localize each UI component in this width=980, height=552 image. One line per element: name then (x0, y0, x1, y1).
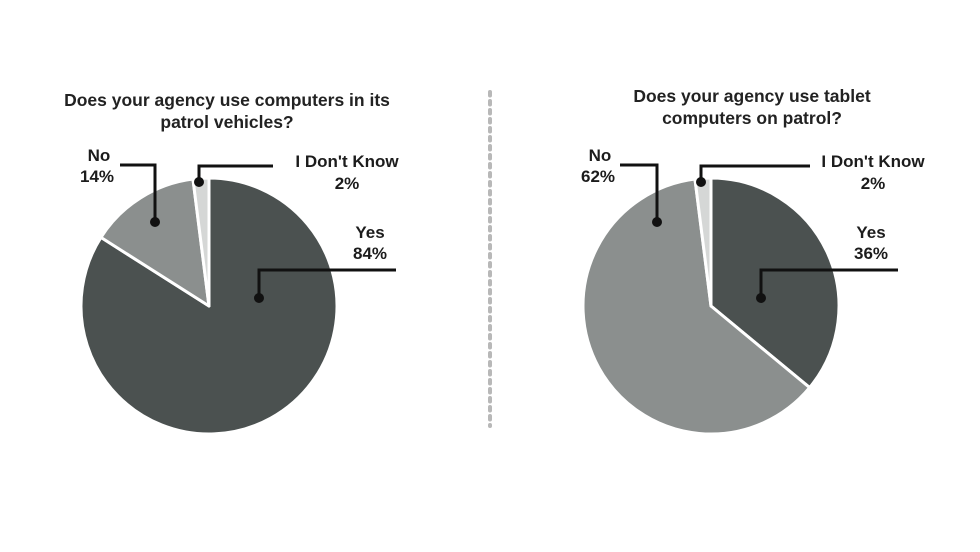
leader-line-no (120, 163, 157, 222)
leader-line-yes (257, 268, 396, 298)
leader-line-idk (197, 164, 273, 182)
value-idk: 2% (335, 174, 360, 193)
label-idk: I Don't Know (295, 152, 399, 171)
pie-slice-no (581, 177, 812, 436)
label-yes: Yes (355, 223, 384, 242)
leader-lines (120, 163, 396, 298)
chart-title-line-2: patrol vehicles? (160, 112, 293, 132)
pie-chart-tablets: Does your agency use tablet computers on… (581, 86, 925, 436)
chart-title-line-2: computers on patrol? (662, 108, 842, 128)
leader-dot-no (652, 217, 662, 227)
label-idk: I Don't Know (821, 152, 925, 171)
chart-title-line-1: Does your agency use tablet (633, 86, 870, 106)
label-no: No (88, 146, 111, 165)
value-yes: 84% (353, 244, 387, 263)
leader-dot-idk (194, 177, 204, 187)
chart-title-line-1: Does your agency use computers in its (64, 90, 390, 110)
pie-slice-no (99, 177, 211, 308)
leader-dot-yes (254, 293, 264, 303)
leader-dot-yes (756, 293, 766, 303)
value-idk: 2% (861, 174, 886, 193)
pie-chart-vehicles: Does your agency use computers in its pa… (64, 90, 399, 436)
value-yes: 36% (854, 244, 888, 263)
leader-dot-idk (696, 177, 706, 187)
leader-dot-no (150, 217, 160, 227)
label-no: No (589, 146, 612, 165)
leader-line-no (620, 163, 659, 222)
leader-lines (620, 163, 898, 298)
value-no: 62% (581, 167, 615, 186)
leader-line-yes (759, 268, 898, 298)
label-yes: Yes (856, 223, 885, 242)
pie-slice-yes (709, 176, 841, 390)
leader-line-idk (699, 164, 810, 182)
value-no: 14% (80, 167, 114, 186)
